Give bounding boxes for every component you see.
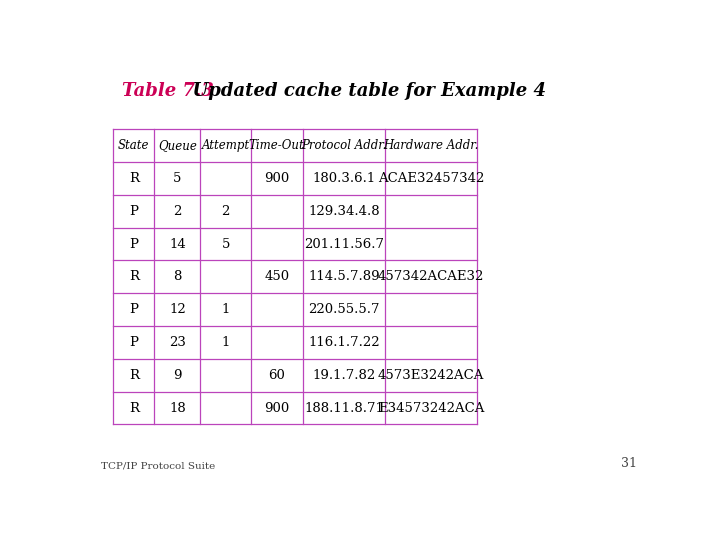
Text: Table 7.3: Table 7.3	[122, 82, 214, 100]
Text: 23: 23	[169, 336, 186, 349]
Text: 14: 14	[169, 238, 186, 251]
Text: Attempt: Attempt	[202, 139, 250, 152]
Text: R: R	[129, 271, 139, 284]
Text: P: P	[130, 205, 138, 218]
Text: Protocol Addr.: Protocol Addr.	[301, 139, 387, 152]
Text: 9: 9	[173, 369, 181, 382]
Text: 116.1.7.22: 116.1.7.22	[308, 336, 379, 349]
Text: E34573242ACA: E34573242ACA	[378, 402, 485, 415]
Text: 2: 2	[222, 205, 230, 218]
Text: TCP/IP Protocol Suite: TCP/IP Protocol Suite	[101, 461, 215, 470]
Text: State: State	[118, 139, 150, 152]
Text: 8: 8	[173, 271, 181, 284]
Text: Updated cache table for Example 4: Updated cache table for Example 4	[181, 82, 546, 100]
Text: 12: 12	[169, 303, 186, 316]
Text: 2: 2	[173, 205, 181, 218]
Text: 450: 450	[264, 271, 289, 284]
Text: P: P	[130, 336, 138, 349]
Text: 900: 900	[264, 402, 289, 415]
Text: 60: 60	[269, 369, 285, 382]
Text: Queue: Queue	[158, 139, 197, 152]
Text: 129.34.4.8: 129.34.4.8	[308, 205, 379, 218]
Text: P: P	[130, 303, 138, 316]
Text: 19.1.7.82: 19.1.7.82	[312, 369, 376, 382]
Text: R: R	[129, 369, 139, 382]
Text: 201.11.56.7: 201.11.56.7	[304, 238, 384, 251]
Text: 188.11.8.71: 188.11.8.71	[304, 402, 384, 415]
Text: 18: 18	[169, 402, 186, 415]
Text: 220.55.5.7: 220.55.5.7	[308, 303, 379, 316]
Text: 5: 5	[222, 238, 230, 251]
Text: 1: 1	[222, 336, 230, 349]
Text: 4573E3242ACA: 4573E3242ACA	[378, 369, 485, 382]
Text: R: R	[129, 402, 139, 415]
Text: 5: 5	[173, 172, 181, 185]
Text: Hardware Addr.: Hardware Addr.	[384, 139, 479, 152]
Text: R: R	[129, 172, 139, 185]
Text: 900: 900	[264, 172, 289, 185]
Text: P: P	[130, 238, 138, 251]
Text: 31: 31	[621, 457, 637, 470]
Text: ACAE32457342: ACAE32457342	[378, 172, 485, 185]
Text: 180.3.6.1: 180.3.6.1	[312, 172, 376, 185]
Text: Time-Out: Time-Out	[249, 139, 305, 152]
Text: 457342ACAE32: 457342ACAE32	[378, 271, 485, 284]
Text: 114.5.7.89: 114.5.7.89	[308, 271, 379, 284]
Text: 1: 1	[222, 303, 230, 316]
